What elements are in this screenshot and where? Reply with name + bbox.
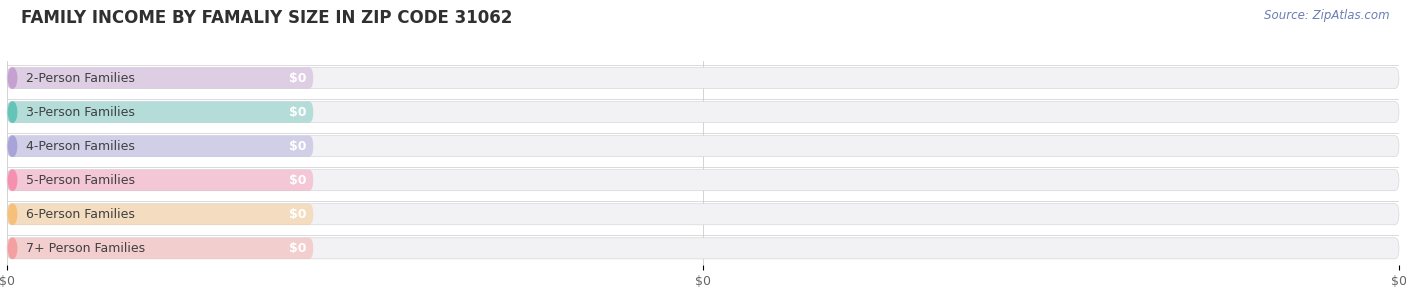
Circle shape (8, 68, 17, 88)
Text: $0: $0 (288, 140, 307, 152)
Text: 3-Person Families: 3-Person Families (27, 106, 135, 119)
FancyBboxPatch shape (7, 170, 314, 191)
Circle shape (8, 102, 17, 122)
FancyBboxPatch shape (7, 204, 314, 225)
Text: 5-Person Families: 5-Person Families (27, 174, 135, 187)
Text: $0: $0 (288, 72, 307, 84)
Circle shape (8, 170, 17, 190)
Text: 2-Person Families: 2-Person Families (27, 72, 135, 84)
Text: $0: $0 (288, 208, 307, 221)
FancyBboxPatch shape (7, 170, 1399, 191)
Text: $0: $0 (288, 174, 307, 187)
Circle shape (8, 136, 17, 156)
FancyBboxPatch shape (7, 136, 314, 157)
Circle shape (8, 204, 17, 224)
Text: 4-Person Families: 4-Person Families (27, 140, 135, 152)
Text: $0: $0 (288, 242, 307, 255)
FancyBboxPatch shape (7, 238, 314, 259)
FancyBboxPatch shape (7, 67, 1399, 88)
FancyBboxPatch shape (7, 238, 1399, 259)
Text: FAMILY INCOME BY FAMALIY SIZE IN ZIP CODE 31062: FAMILY INCOME BY FAMALIY SIZE IN ZIP COD… (21, 9, 512, 27)
FancyBboxPatch shape (7, 204, 1399, 225)
FancyBboxPatch shape (7, 67, 314, 88)
Text: Source: ZipAtlas.com: Source: ZipAtlas.com (1264, 9, 1389, 22)
Text: 7+ Person Families: 7+ Person Families (27, 242, 146, 255)
FancyBboxPatch shape (7, 102, 1399, 123)
FancyBboxPatch shape (7, 102, 314, 123)
FancyBboxPatch shape (7, 136, 1399, 157)
Text: 6-Person Families: 6-Person Families (27, 208, 135, 221)
Text: $0: $0 (288, 106, 307, 119)
Circle shape (8, 238, 17, 258)
